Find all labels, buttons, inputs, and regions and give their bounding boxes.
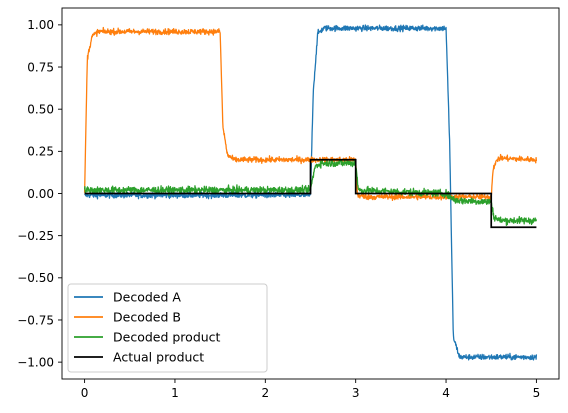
- x-axis: 0 1 2 3 4 5: [81, 379, 540, 400]
- legend-label-decoded-b: Decoded B: [113, 310, 181, 325]
- x-tick-label: 3: [352, 386, 360, 400]
- y-tick-label: −0.50: [17, 271, 54, 285]
- y-tick-label: 0.00: [27, 187, 54, 201]
- legend-entry-decoded-a: Decoded A: [74, 290, 181, 305]
- x-tick-label: 0: [81, 386, 89, 400]
- x-tick-label: 4: [442, 386, 450, 400]
- legend-label-actual-product: Actual product: [113, 350, 204, 365]
- series-line-actual-product: [84, 158, 537, 229]
- legend-entry-actual-product: Actual product: [74, 350, 204, 365]
- legend-box: [67, 283, 268, 373]
- legend: Decoded A Decoded B Decoded product Actu…: [67, 283, 268, 373]
- legend-entry-decoded-product: Decoded product: [74, 330, 221, 345]
- legend-label-decoded-a: Decoded A: [113, 290, 181, 305]
- y-tick-label: −1.00: [17, 355, 54, 369]
- y-tick-label: −0.25: [17, 229, 54, 243]
- y-tick-label: 0.25: [27, 145, 54, 159]
- x-tick-label: 2: [261, 386, 269, 400]
- x-tick-label: 1: [171, 386, 179, 400]
- y-tick-label: −0.75: [17, 313, 54, 327]
- y-axis: 1.00 0.75 0.50 0.25 0.00 −0.25 −0.50 −0.75 −1.00: [17, 18, 62, 369]
- y-tick-label: 0.75: [27, 60, 54, 74]
- series-layer: [83, 24, 538, 361]
- legend-entry-decoded-b: Decoded B: [74, 310, 181, 325]
- y-tick-label: 1.00: [27, 18, 54, 32]
- y-tick-label: 0.50: [27, 102, 54, 116]
- x-tick-label: 5: [533, 386, 541, 400]
- legend-label-decoded-product: Decoded product: [113, 330, 221, 345]
